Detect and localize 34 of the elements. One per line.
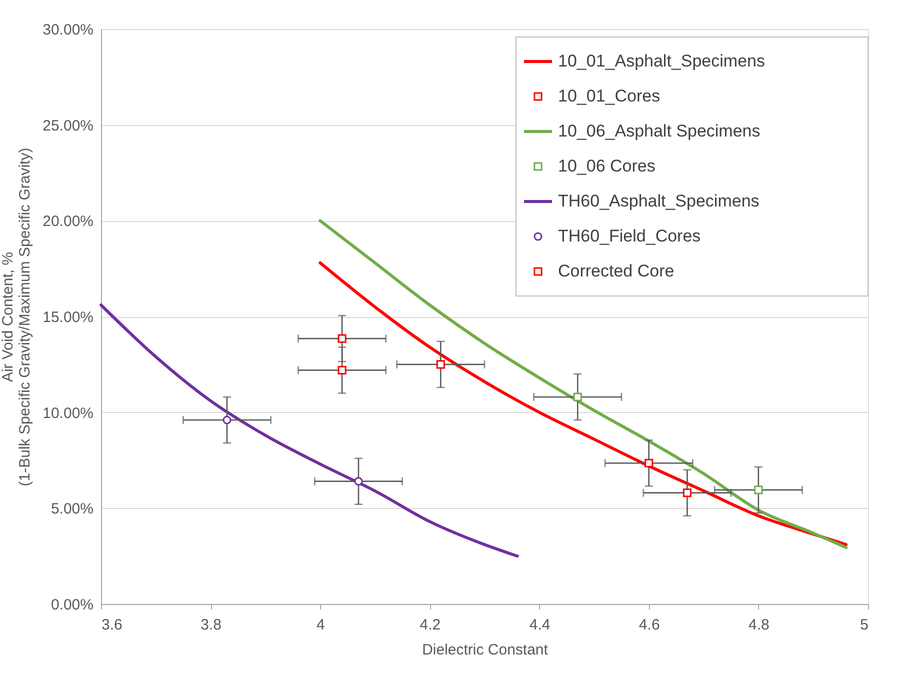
- y-tick-label: 20.00%: [42, 213, 94, 230]
- legend-label: 10_06_Asphalt Specimens: [558, 122, 760, 140]
- point: [644, 458, 654, 468]
- point: [222, 416, 232, 424]
- legend-label: 10_06 Cores: [558, 156, 656, 176]
- point: [338, 366, 346, 374]
- x-tick-label: 4: [316, 616, 325, 634]
- x-tick-label: 4.8: [748, 616, 770, 634]
- y-tick-label: 30.00%: [42, 22, 94, 38]
- legend-label: 10_01_Asphalt_Specimens: [558, 52, 765, 70]
- point: [573, 392, 582, 402]
- y-tick-label: 0.00%: [50, 596, 94, 614]
- x-axis-title: Dielectric Constant: [422, 642, 549, 658]
- legend-label: TH60_Asphalt_Specimens: [558, 192, 760, 210]
- y-tick-label: 10.00%: [42, 404, 94, 422]
- point: [354, 477, 363, 486]
- point: [682, 488, 692, 498]
- x-tick-label: 3.8: [200, 616, 222, 634]
- x-tick-label: 4.6: [638, 616, 660, 634]
- y-tick-label: 5.00%: [50, 500, 94, 518]
- point: [436, 360, 445, 369]
- y-tick-label: 15.00%: [42, 309, 94, 326]
- point: [338, 334, 346, 343]
- x-tick-label: 5: [860, 616, 868, 634]
- line-series: [100, 304, 519, 558]
- legend-label: 10_01_Cores: [558, 86, 660, 106]
- x-tick-label: 3.6: [102, 616, 122, 634]
- y-axis-title: Air Void Content, % (1-Bulk Specific Gravity/Maximum Specific Gravity): [0, 148, 34, 486]
- legend-label: TH60_Field_Cores: [558, 226, 701, 246]
- x-tick-label: 4.4: [529, 616, 550, 634]
- y-tick-label: 25.00%: [42, 117, 94, 134]
- x-tick-label: 4.2: [420, 616, 441, 634]
- legend-label: Corrected Core: [558, 262, 674, 280]
- point: [754, 486, 763, 494]
